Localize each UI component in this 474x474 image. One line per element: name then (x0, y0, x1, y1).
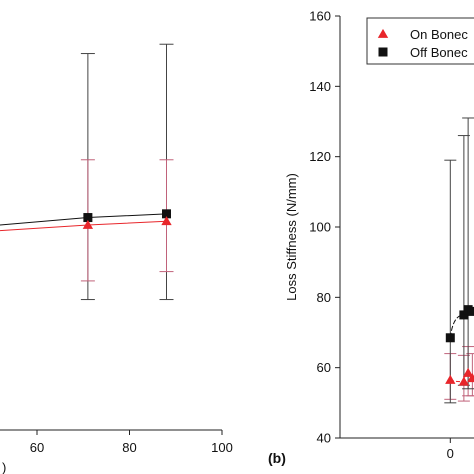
panel-b-data-point-off (445, 333, 455, 343)
panel-a-data-point-off (83, 213, 93, 223)
panel-b-y-axis-label: Loss Stiffness (N/mm) (284, 173, 299, 301)
legend: On Bonec Off Bonec (366, 17, 474, 65)
panel-b-data-point-on (458, 376, 470, 386)
panel-b-y-tick-label: 100 (309, 220, 331, 235)
chart-panel-b: Loss Stiffness (N/mm) 40 60 80 100 120 140 160… (284, 9, 474, 461)
panel-a-data-point-on (82, 219, 94, 229)
panel-b-data-point-off (459, 310, 469, 320)
panel-b-data-point-on (445, 374, 456, 384)
panel-b-data-point-on (462, 367, 474, 377)
panel-b-y-tick-label: 140 (309, 79, 331, 94)
legend-label-off: Off Bonec (410, 45, 468, 60)
legend-label-on: On Bonec (410, 27, 468, 42)
legend-marker-on (377, 28, 389, 38)
panel-a-data-point-off (162, 209, 171, 219)
panel-b-y-tick-label: 80 (317, 290, 331, 305)
panel-b-y-tick-label: 60 (317, 360, 331, 375)
legend-marker-off (378, 47, 388, 57)
panel-a-x-tick-label: 60 (30, 440, 44, 455)
panel-b-y-tick-label: 40 (317, 431, 331, 446)
panel-a-series-line-off (0, 213, 167, 226)
panel-b-y-tick-label: 160 (309, 9, 331, 24)
panel-a-x-tick-label: 80 (122, 440, 136, 455)
panel-b-data-point-on (467, 373, 474, 383)
panel-b-data-point-off (467, 306, 474, 316)
panel-b-x-tick-label: 0 (447, 446, 454, 461)
panel-b-y-tick-label: 120 (309, 149, 331, 164)
panel-b-label: (b) (268, 450, 286, 466)
panel-a-data-point-on (161, 216, 172, 226)
chart-panel-a: 60 80 100 ) (0, 43, 233, 474)
panel-a-x-tick-label: 100 (211, 440, 233, 455)
panel-a-x-axis-label: ) (2, 460, 6, 474)
